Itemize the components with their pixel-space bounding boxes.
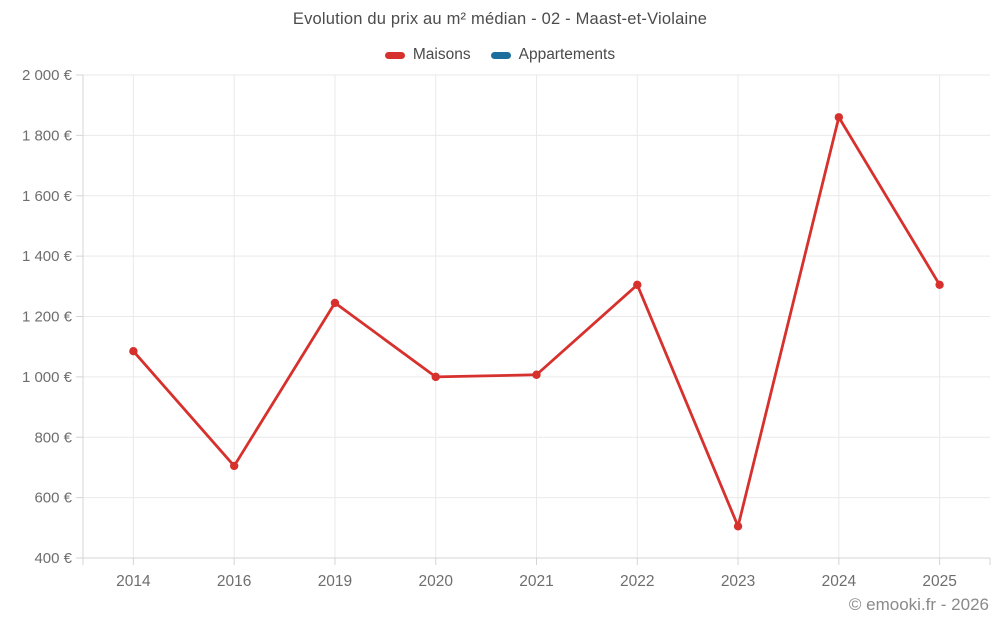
legend-item-maisons[interactable]: Maisons (384, 46, 471, 64)
x-tick-label: 2024 (822, 573, 857, 590)
x-tick-label: 2025 (922, 573, 956, 590)
y-tick-label: 800 € (34, 429, 72, 446)
x-tick-label: 2022 (620, 573, 654, 590)
x-tick-label: 2014 (116, 573, 151, 590)
legend-swatch (490, 51, 511, 59)
data-point-maisons-2019[interactable] (330, 298, 340, 308)
legend-swatch (384, 51, 405, 59)
data-point-maisons-2023[interactable] (733, 522, 743, 531)
data-point-maisons-2024[interactable] (834, 113, 844, 122)
y-tick-label: 2 000 € (22, 67, 73, 84)
watermark: © emooki.fr - 2026 (848, 595, 989, 614)
data-point-maisons-2014[interactable] (129, 347, 138, 356)
y-tick-label: 600 € (34, 490, 72, 507)
data-point-maisons-2020[interactable] (431, 372, 440, 382)
legend: Maisons Appartements (0, 46, 1000, 64)
y-tick-label: 1 000 € (22, 369, 73, 386)
data-point-maisons-2021[interactable] (532, 370, 541, 379)
data-point-maisons-2016[interactable] (229, 461, 239, 471)
y-tick-label: 400 € (34, 550, 72, 567)
x-tick-label: 2016 (217, 573, 251, 590)
x-tick-label: 2021 (519, 573, 553, 590)
x-tick-label: 2023 (721, 573, 755, 590)
data-point-maisons-2022[interactable] (633, 280, 642, 290)
legend-item-appartements[interactable]: Appartements (490, 46, 616, 64)
x-tick-label: 2019 (318, 573, 352, 590)
y-tick-label: 1 600 € (22, 188, 73, 205)
x-tick-label: 2020 (418, 573, 453, 590)
chart-title: Evolution du prix au m² médian - 02 - Ma… (292, 10, 708, 28)
data-point-maisons-2025[interactable] (935, 280, 944, 290)
legend-label: Maisons (412, 46, 471, 63)
y-tick-label: 1 200 € (22, 309, 73, 326)
legend-label: Appartements (518, 46, 616, 63)
y-tick-label: 1 400 € (22, 248, 73, 265)
y-tick-label: 1 800 € (22, 127, 73, 144)
